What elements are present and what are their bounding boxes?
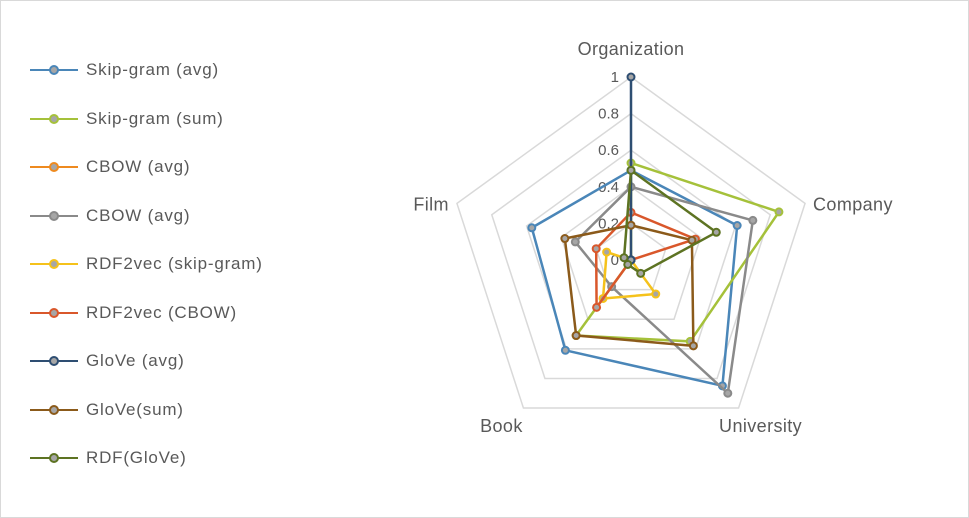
legend-label: GloVe (avg) xyxy=(86,351,185,371)
data-point xyxy=(571,331,581,341)
data-point xyxy=(626,72,636,82)
legend-item: RDF2vec (CBOW) xyxy=(30,289,310,338)
chart-legend: Skip-gram (avg) Skip-gram (sum) CBOW (avg)… xyxy=(30,46,310,483)
data-point xyxy=(626,165,636,175)
legend-swatch xyxy=(30,306,78,320)
data-point xyxy=(688,341,698,351)
data-point xyxy=(602,247,612,257)
data-point xyxy=(636,268,646,278)
legend-swatch xyxy=(30,209,78,223)
legend-label: RDF2vec (CBOW) xyxy=(86,302,237,322)
legend-swatch xyxy=(30,403,78,417)
tick-label: 0.4 xyxy=(598,179,619,196)
tick-label: 0.8 xyxy=(598,106,619,123)
data-point xyxy=(591,244,601,254)
data-point xyxy=(592,302,602,312)
series-line xyxy=(530,169,739,388)
legend-item: Skip-gram (sum) xyxy=(30,95,310,144)
data-point xyxy=(527,223,537,233)
legend-item: RDF2vec (skip-gram) xyxy=(30,240,310,289)
data-point xyxy=(626,220,636,230)
legend-swatch xyxy=(30,257,78,271)
category-label: Book xyxy=(480,416,523,436)
legend-label: GloVe(sum) xyxy=(86,399,184,419)
category-label: Company xyxy=(813,194,893,214)
legend-swatch xyxy=(30,160,78,174)
data-point xyxy=(560,234,570,244)
grid-ring xyxy=(490,112,772,380)
legend-item: GloVe(sum) xyxy=(30,386,310,435)
legend-label: RDF(GloVe) xyxy=(86,448,187,468)
tick-label: 1 xyxy=(611,69,619,86)
data-point xyxy=(570,237,580,247)
legend-label: CBOW (avg) xyxy=(86,157,191,177)
data-point xyxy=(623,259,633,269)
grid-ring xyxy=(525,149,737,350)
data-point xyxy=(748,215,758,225)
legend-swatch xyxy=(30,112,78,126)
data-point xyxy=(774,207,784,217)
legend-label: Skip-gram (sum) xyxy=(86,108,224,128)
tick-label: 0 xyxy=(611,252,619,269)
data-point xyxy=(687,235,697,245)
series-line xyxy=(563,223,695,348)
grid-ring xyxy=(595,222,667,291)
category-label: University xyxy=(719,416,802,436)
legend-item: RDF(GloVe) xyxy=(30,434,310,483)
series-line xyxy=(594,211,697,309)
legend-item: CBOW (avg) xyxy=(30,143,310,192)
legend-label: Skip-gram (avg) xyxy=(86,60,219,80)
category-label: Organization xyxy=(578,39,685,59)
legend-swatch xyxy=(30,354,78,368)
data-point xyxy=(619,253,629,263)
legend-swatch xyxy=(30,63,78,77)
series-line xyxy=(622,169,718,275)
series-line xyxy=(574,185,755,395)
legend-item: Skip-gram (avg) xyxy=(30,46,310,95)
legend-item: GloVe (avg) xyxy=(30,337,310,386)
category-label: Film xyxy=(413,194,449,214)
legend-label: CBOW (avg) xyxy=(86,205,191,225)
grid-ring xyxy=(456,76,806,409)
legend-label: RDF2vec (skip-gram) xyxy=(86,254,263,274)
legend-item: CBOW (avg) xyxy=(30,192,310,241)
tick-label: 0.6 xyxy=(598,142,619,159)
data-point xyxy=(732,221,742,231)
data-point xyxy=(723,388,733,398)
data-point xyxy=(651,289,661,299)
data-point xyxy=(560,345,570,355)
data-point xyxy=(711,227,721,237)
legend-swatch xyxy=(30,451,78,465)
grid-ring xyxy=(560,185,702,320)
